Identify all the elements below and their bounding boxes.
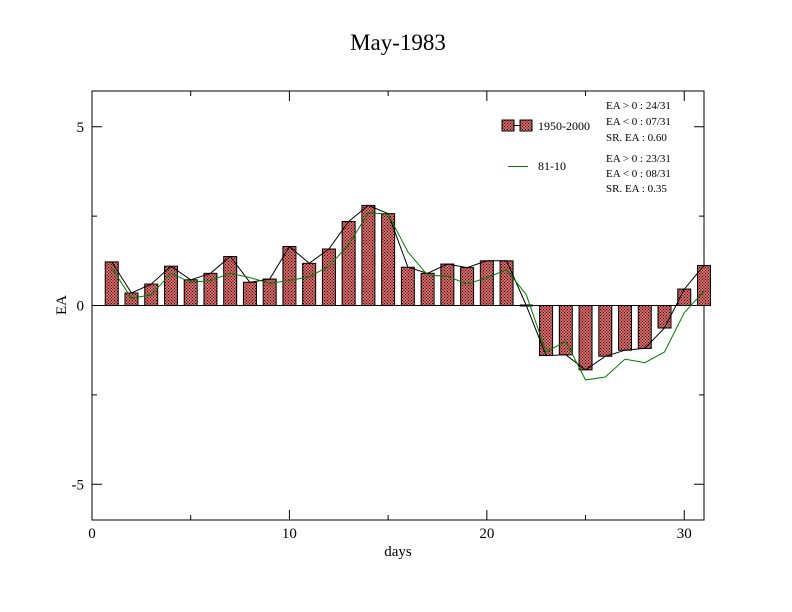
bar xyxy=(697,264,711,306)
legend-bar-swatch-2 xyxy=(519,119,533,132)
bar xyxy=(618,305,633,351)
legend-bar-swatch xyxy=(501,119,515,132)
x-tick-label: 20 xyxy=(479,526,494,542)
stat-line: EA < 0 : 07/31 xyxy=(606,116,671,128)
bar xyxy=(539,305,554,357)
stats-annotation-lines: EA > 0 : 23/31 EA < 0 : 08/31 SR. EA : 0… xyxy=(606,153,671,195)
bar xyxy=(341,220,356,306)
bar xyxy=(183,279,198,307)
bar-series xyxy=(104,204,711,371)
bar xyxy=(400,266,415,306)
bar xyxy=(124,292,139,306)
legend: 1950-2000 81-10 xyxy=(501,119,590,173)
y-axis-label: EA xyxy=(54,295,70,315)
y-tick-label: -5 xyxy=(72,477,85,493)
bar xyxy=(321,248,336,306)
x-tick-label: 30 xyxy=(677,526,692,542)
bar xyxy=(598,305,613,357)
y-tick-label: 0 xyxy=(77,299,85,315)
bar xyxy=(242,281,257,307)
bar xyxy=(499,260,514,306)
y-tick-label: 5 xyxy=(77,120,85,136)
bar xyxy=(420,272,435,307)
bar xyxy=(578,305,593,371)
series-line-black xyxy=(111,204,705,371)
line-series xyxy=(111,204,705,381)
bar xyxy=(657,305,672,329)
bar xyxy=(203,272,218,307)
legend-line-label: 81-10 xyxy=(538,159,566,173)
bar xyxy=(282,246,297,306)
chart-title: May-1983 xyxy=(350,30,446,55)
bar xyxy=(558,305,573,356)
bar xyxy=(479,260,494,306)
stats-annotation-bars: EA > 0 : 24/31 EA < 0 : 07/31 SR. EA : 0… xyxy=(606,100,671,144)
bar xyxy=(163,265,178,306)
bar xyxy=(460,267,475,307)
bar xyxy=(302,262,317,307)
stat-line: EA > 0 : 24/31 xyxy=(606,100,671,112)
bar xyxy=(223,256,238,306)
stat-line: SR. EA : 0.60 xyxy=(606,132,667,144)
bar xyxy=(440,263,455,306)
stat-line: EA > 0 : 23/31 xyxy=(606,153,671,165)
stat-line: EA < 0 : 08/31 xyxy=(606,168,671,180)
x-tick-label: 0 xyxy=(88,526,96,542)
stat-line: SR. EA : 0.35 xyxy=(606,183,667,195)
bar xyxy=(637,305,652,349)
x-axis-ticks: 0 10 20 30 xyxy=(88,91,692,542)
legend-bar-label: 1950-2000 xyxy=(538,119,590,133)
y-axis-ticks: 5 0 -5 xyxy=(72,120,704,493)
series-line-81-10 xyxy=(111,212,705,381)
x-tick-label: 10 xyxy=(282,526,297,542)
x-axis-label: days xyxy=(384,544,412,560)
